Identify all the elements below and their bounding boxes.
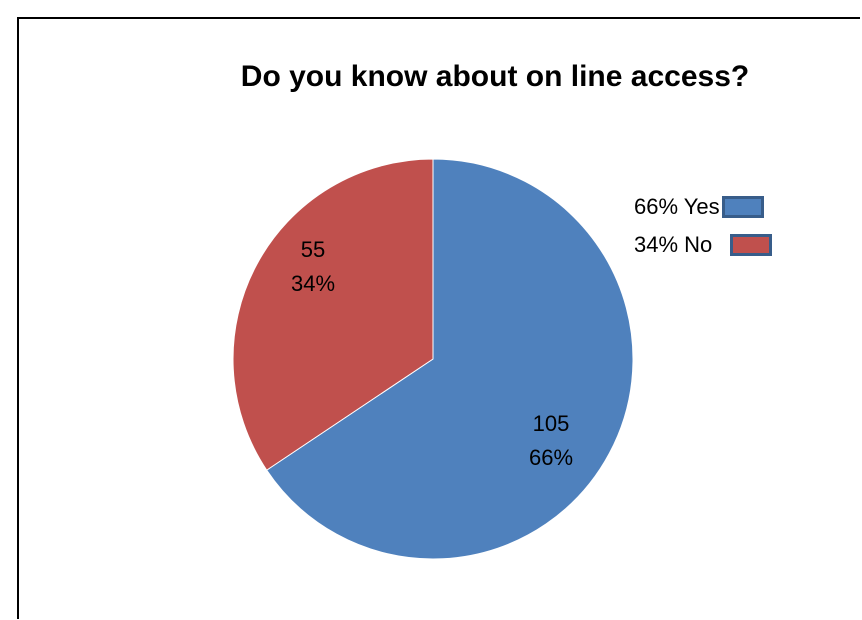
pie-slice-no — [232, 158, 434, 471]
chart-title: Do you know about on line access? — [240, 60, 750, 93]
data-label-percent-yes: 66% — [529, 445, 573, 470]
data-label-value-yes: 105 — [533, 411, 570, 436]
legend-swatch-yes — [721, 196, 764, 218]
legend-label-no: 34% No — [634, 232, 713, 257]
pie-slice-yes — [266, 158, 634, 560]
legend-item-yes: 66% Yes — [634, 194, 764, 220]
data-label-percent-no: 34% — [291, 271, 335, 296]
data-label-value-no: 55 — [301, 237, 325, 262]
legend-label-yes: 66% Yes — [634, 194, 720, 219]
legend-item-no: 34% No — [634, 232, 773, 258]
legend-swatch-no — [730, 234, 773, 256]
